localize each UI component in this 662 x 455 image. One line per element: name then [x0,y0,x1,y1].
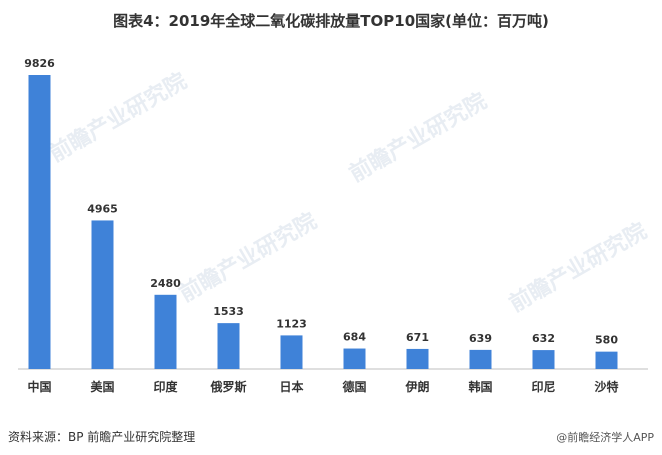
value-label-9: 580 [595,334,618,347]
bar-4 [280,335,303,369]
category-label-1: 美国 [90,379,114,394]
category-label-5: 德国 [342,379,366,394]
credit-label: @前瞻经济学人APP [556,431,654,444]
bar-5 [343,348,366,369]
category-label-8: 印尼 [531,380,555,394]
value-label-8: 632 [532,332,555,345]
bar-7 [469,349,492,369]
value-label-1: 4965 [87,202,118,215]
category-label-0: 中国 [27,379,51,394]
value-label-3: 1533 [213,305,244,318]
value-label-4: 1123 [276,317,307,330]
category-label-4: 日本 [279,379,303,394]
category-label-2: 印度 [153,379,178,394]
bar-0 [28,75,51,369]
value-label-2: 2480 [150,277,181,290]
category-label-9: 沙特 [594,379,618,394]
bar-2 [154,294,177,369]
value-label-0: 9826 [24,57,55,70]
bar-1 [91,220,114,369]
category-label-7: 韩国 [468,379,492,394]
category-label-3: 俄罗斯 [209,379,246,394]
bar-8 [532,350,555,369]
bar-9 [595,351,618,369]
bar-3 [217,323,240,369]
value-label-7: 639 [469,332,492,345]
category-label-6: 伊朗 [404,379,429,394]
value-label-5: 684 [343,331,366,344]
source-note: 资料来源：BP 前瞻产业研究院整理 [8,430,196,444]
bar-6 [406,348,429,369]
value-label-6: 671 [406,331,429,344]
chart-title: 图表4：2019年全球二氧化碳排放量TOP10国家(单位：百万吨) [113,12,549,30]
